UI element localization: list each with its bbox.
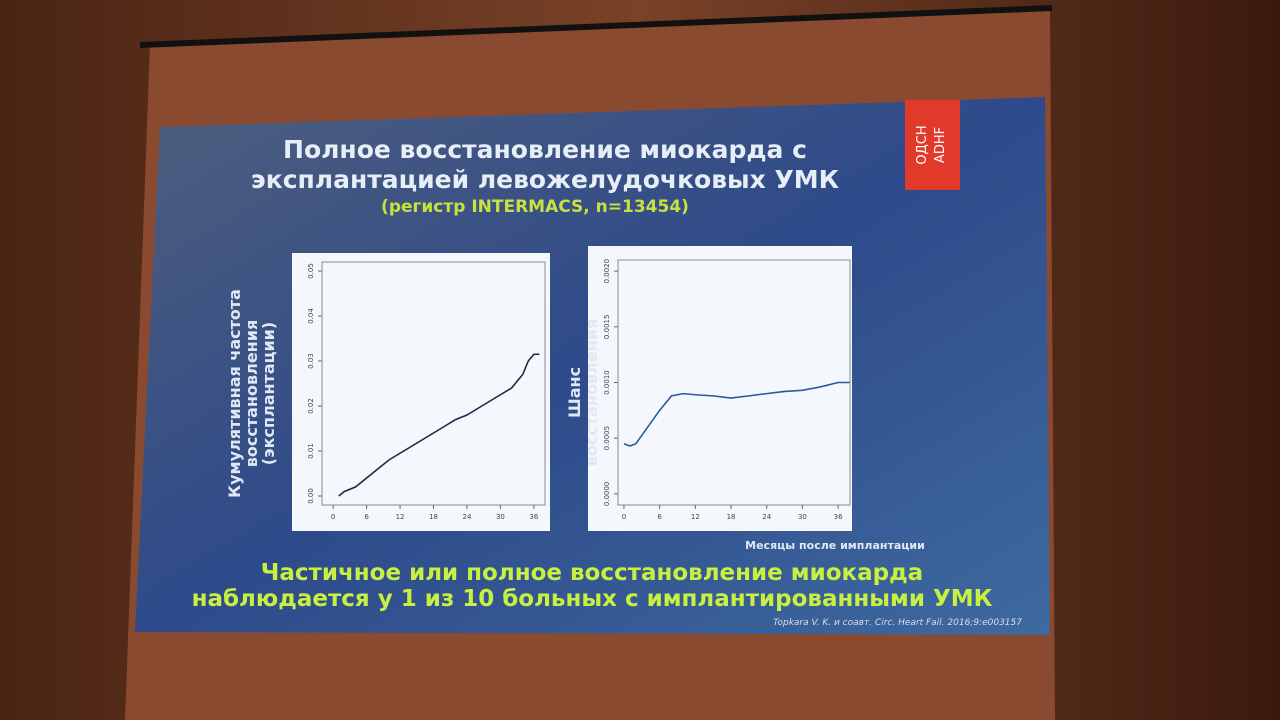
conclusion: Частичное или полное восстановление миок… — [261, 560, 923, 586]
x-tick-label: 30 — [798, 513, 807, 521]
y-axis-label: восстановления — [582, 319, 601, 466]
x-tick-label: 18 — [429, 513, 438, 521]
x-tick-label: 6 — [364, 513, 369, 521]
x-tick-label: 0 — [331, 513, 335, 521]
data-line — [623, 381, 850, 447]
logo-text: ADHF — [933, 127, 948, 163]
y-tick-label: 0.0010 — [603, 370, 611, 395]
y-tick-label: 0.05 — [307, 263, 315, 279]
slide-subtitle: (регистр INTERMACS, n=13454) — [381, 197, 689, 217]
logo-text: ОДСН — [915, 125, 930, 164]
y-axis-label: Шанс — [565, 367, 584, 418]
x-tick-label: 12 — [691, 513, 700, 521]
conclusion: наблюдается у 1 из 10 больных с импланти… — [192, 586, 993, 612]
y-tick-label: 0.00 — [307, 488, 315, 504]
slide-title: Полное восстановление миокарда с — [283, 135, 807, 164]
y-tick-label: 0.0020 — [603, 259, 611, 284]
y-tick-label: 0.0005 — [603, 426, 611, 451]
y-axis-label: восстановления — [242, 320, 261, 467]
x-tick-label: 12 — [396, 513, 405, 521]
x-tick-label: 0 — [622, 513, 626, 521]
x-tick-label: 24 — [762, 513, 771, 521]
x-tick-label: 18 — [727, 513, 736, 521]
y-tick-label: 0.0015 — [603, 315, 611, 340]
y-tick-label: 0.02 — [307, 398, 315, 414]
chart-panel — [292, 253, 550, 531]
y-axis-label: (эксплантации) — [259, 322, 278, 465]
y-tick-label: 0.0000 — [603, 482, 611, 507]
x-tick-label: 30 — [496, 513, 505, 521]
x-tick-label: 36 — [834, 513, 843, 521]
y-tick-label: 0.03 — [307, 353, 315, 369]
y-tick-label: 0.01 — [307, 443, 315, 459]
x-tick-label: 36 — [529, 513, 538, 521]
x-tick-label: 24 — [462, 513, 471, 521]
y-tick-label: 0.04 — [307, 308, 315, 324]
screen-bar — [139, 5, 1053, 48]
slide-title: эксплантацией левожелудочковых УМК — [251, 165, 840, 194]
x-axis-label: Месяцы после имплантации — [745, 539, 925, 552]
x-tick-label: 6 — [657, 513, 662, 521]
logo-box — [905, 100, 960, 190]
citation: Topkara V. K. и соавт. Circ. Heart Fail.… — [773, 618, 1022, 628]
data-line — [338, 353, 540, 497]
y-axis-label: Кумулятивная частота — [225, 289, 244, 498]
